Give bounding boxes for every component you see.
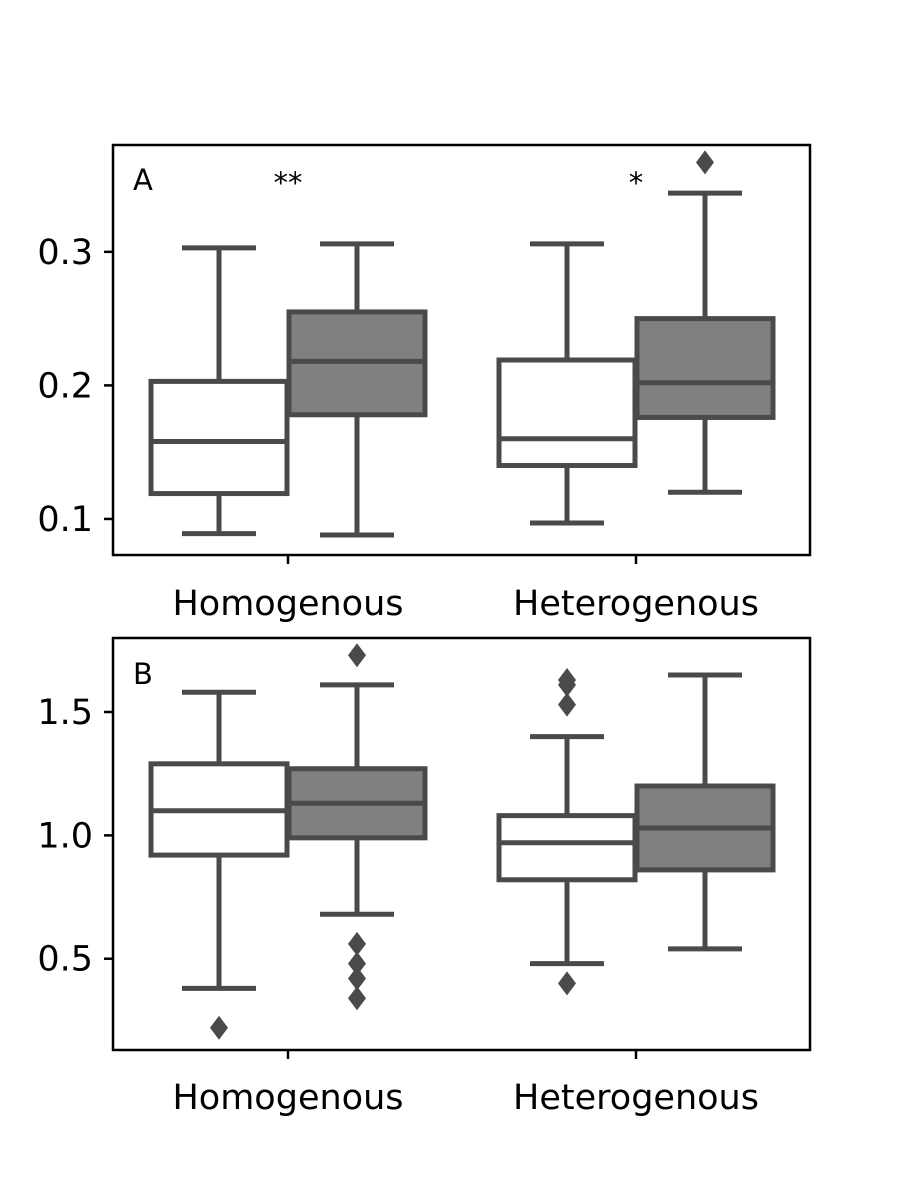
plot-frame [111, 143, 812, 557]
iqr-box [148, 378, 290, 497]
iqr-box [496, 357, 638, 469]
outlier-marker [696, 150, 714, 175]
box-homogenous-series-2 [286, 241, 428, 538]
y-tick-label: 0.5 [37, 940, 93, 980]
outlier-marker [348, 643, 366, 668]
y-tick-label: 0.2 [37, 366, 93, 406]
x-tick-label-heterogenous: Heterogenous [513, 1078, 759, 1118]
y-tick-label: 1.5 [37, 693, 93, 733]
x-tick-label-heterogenous: Heterogenous [513, 584, 759, 624]
outlier-marker [558, 971, 576, 996]
outlier-marker [558, 667, 576, 692]
panel-label: A [133, 163, 153, 197]
significance-marker: ** [274, 166, 303, 200]
y-tick-label: 0.1 [37, 500, 93, 540]
outlier-marker [348, 966, 366, 991]
box-heterogenous-series-1 [496, 667, 638, 996]
outlier-marker [348, 931, 366, 956]
panel-b: 0.5 1.0 1.5 Homogenous Heterogenous B [37, 636, 812, 1118]
panel-label: B [133, 657, 153, 691]
box-heterogenous-series-2 [634, 672, 776, 952]
significance-marker: * [629, 166, 644, 200]
box-homogenous-series-2 [286, 643, 428, 1011]
y-tick-label: 1.0 [37, 816, 93, 856]
outlier-marker [210, 1015, 228, 1040]
x-tick-label-homogenous: Homogenous [172, 1078, 403, 1118]
x-tick-label-homogenous: Homogenous [172, 584, 403, 624]
box-homogenous-series-1 [148, 689, 290, 1040]
iqr-box [634, 316, 776, 420]
outlier-marker [348, 951, 366, 976]
y-tick-label: 0.3 [37, 233, 93, 273]
box-heterogenous-series-1 [496, 241, 638, 526]
plot-frame [111, 636, 812, 1052]
box-homogenous-series-1 [148, 245, 290, 537]
box-heterogenous-series-2 [634, 150, 776, 495]
outlier-marker [348, 986, 366, 1011]
iqr-box [496, 813, 638, 883]
outlier-marker [558, 692, 576, 717]
